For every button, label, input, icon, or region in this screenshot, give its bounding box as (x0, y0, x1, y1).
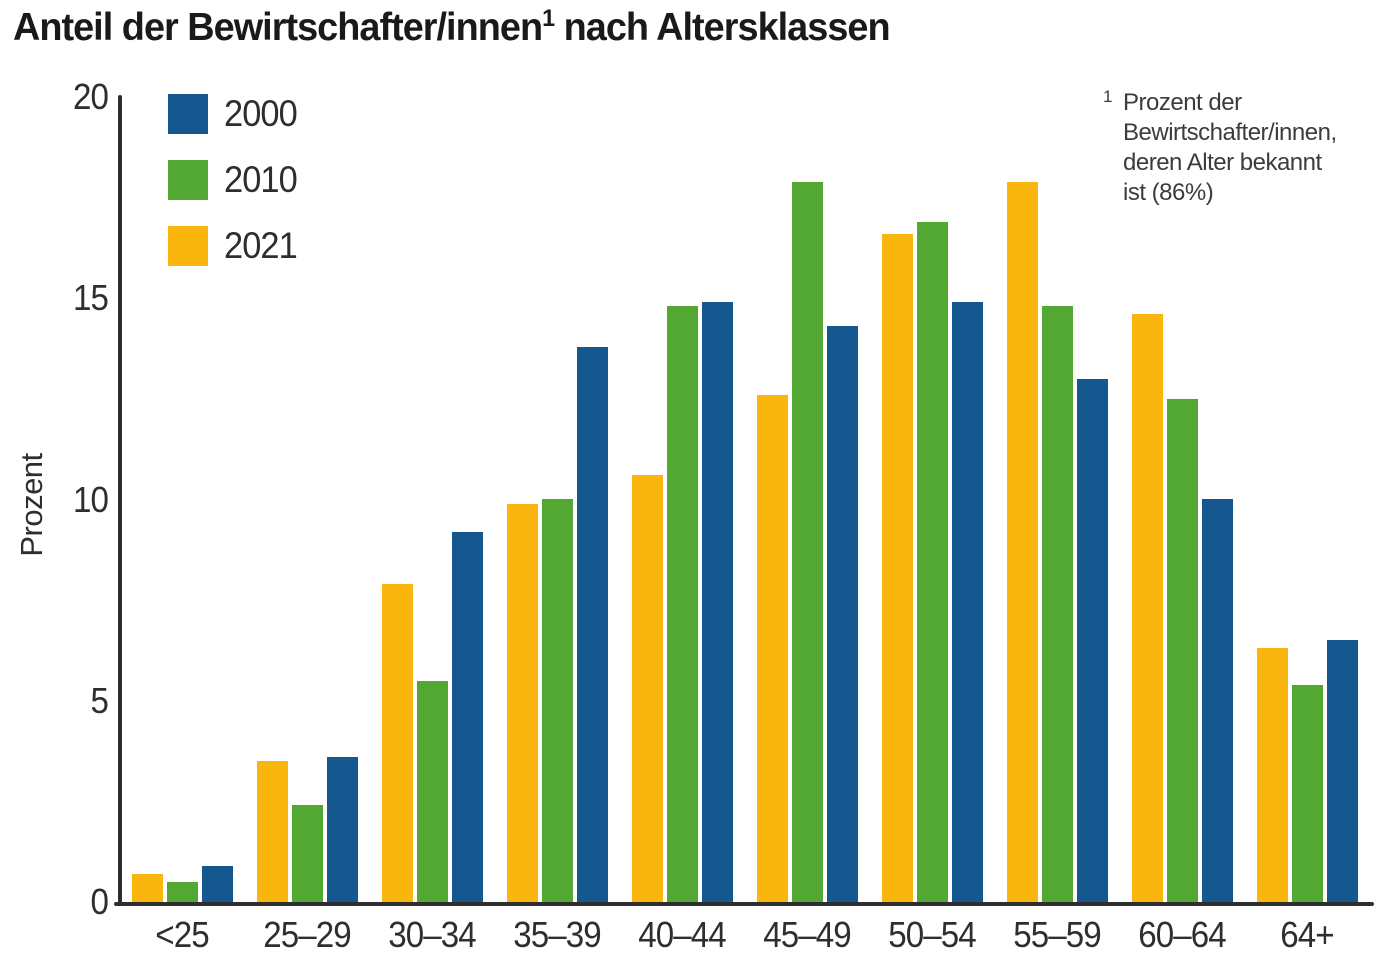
x-tick-label-40–44: 40–44 (638, 914, 726, 955)
bar-2021-60–64 (1132, 314, 1163, 902)
y-tick-label-15: 15 (72, 277, 109, 319)
bar-2000-40–44 (702, 302, 733, 902)
x-tick-label-30–34: 30–34 (388, 914, 476, 955)
bar-2010-45–49 (792, 182, 823, 902)
bar-2010-25–29 (292, 805, 323, 902)
y-tick-label-5: 5 (90, 679, 108, 721)
footnote-superscript: 1 (1103, 87, 1112, 106)
x-tick-label-<25: <25 (155, 914, 209, 955)
legend-swatch-2000 (168, 94, 208, 134)
bar-2000-50–54 (952, 302, 983, 902)
legend: 2000 2010 2021 (168, 93, 302, 267)
footnote-line-2: Bewirtschafter/innen, (1123, 119, 1337, 146)
chart-title-suffix: nach Altersklassen (554, 6, 891, 49)
bar-2000-45–49 (827, 326, 858, 902)
bar-2000-60–64 (1202, 499, 1233, 902)
y-tick-label-20: 20 (72, 76, 109, 117)
bar-2021-25–29 (257, 761, 288, 902)
bar-2000-25–29 (327, 757, 358, 902)
bar-2010-50–54 (917, 222, 948, 902)
chart-title-superscript: 1 (542, 5, 555, 32)
y-tick-label-10: 10 (72, 478, 109, 520)
legend-item-2000: 2000 (168, 93, 302, 135)
bar-2010-30–34 (417, 681, 448, 902)
x-tick-label-60–64: 60–64 (1138, 914, 1226, 955)
bar-2021-50–54 (882, 234, 913, 902)
bar-2021-55–59 (1007, 182, 1038, 902)
plot-area (122, 97, 1374, 902)
chart-title-text: Anteil der Bewirtschafter/innen (13, 6, 543, 49)
bar-2000-64+ (1327, 640, 1358, 902)
footnote-line-3: deren Alter bekannt (1123, 149, 1322, 176)
legend-label-2000: 2000 (224, 93, 298, 134)
bar-2010-40–44 (667, 306, 698, 902)
bar-2021-64+ (1257, 648, 1288, 902)
footnote: 1 Prozent der Bewirtschafter/innen, deren … (1103, 87, 1378, 208)
footnote-line-1: Prozent der (1123, 89, 1242, 116)
bar-2021-30–34 (382, 584, 413, 902)
legend-label-2021: 2021 (224, 225, 298, 266)
bar-2010-60–64 (1167, 399, 1198, 902)
bar-2021-45–49 (757, 395, 788, 902)
x-tick-label-64+: 64+ (1280, 914, 1334, 955)
bar-2021-35–39 (507, 504, 538, 902)
footnote-lines: Prozent der Bewirtschafter/innen, deren Al… (1103, 88, 1378, 208)
bar-2000-30–34 (452, 532, 483, 902)
bar-2000-35–39 (577, 347, 608, 902)
bar-2021-<25 (132, 874, 163, 902)
bar-2010-55–59 (1042, 306, 1073, 902)
bar-2010-<25 (167, 882, 198, 902)
legend-item-2010: 2010 (168, 159, 302, 201)
y-axis-line (118, 95, 122, 906)
bar-2010-35–39 (542, 499, 573, 902)
y-tick-label-0: 0 (90, 881, 108, 922)
x-tick-label-50–54: 50–54 (888, 914, 976, 955)
bar-2000-<25 (202, 866, 233, 902)
footnote-line-4: ist (86%) (1123, 179, 1214, 206)
bar-2021-40–44 (632, 475, 663, 902)
bar-2010-64+ (1292, 685, 1323, 902)
x-tick-label-55–59: 55–59 (1013, 914, 1101, 955)
x-tick-label-45–49: 45–49 (763, 914, 851, 955)
legend-swatch-2010 (168, 160, 208, 200)
x-axis-line (114, 902, 1374, 906)
x-tick-label-35–39: 35–39 (513, 914, 601, 955)
legend-swatch-2021 (168, 226, 208, 266)
legend-item-2021: 2021 (168, 225, 302, 267)
legend-label-2010: 2010 (224, 159, 298, 200)
x-tick-label-25–29: 25–29 (263, 914, 351, 955)
bar-2000-55–59 (1077, 379, 1108, 902)
chart-title: Anteil der Bewirtschafter/innen1 nach Al… (13, 5, 891, 50)
